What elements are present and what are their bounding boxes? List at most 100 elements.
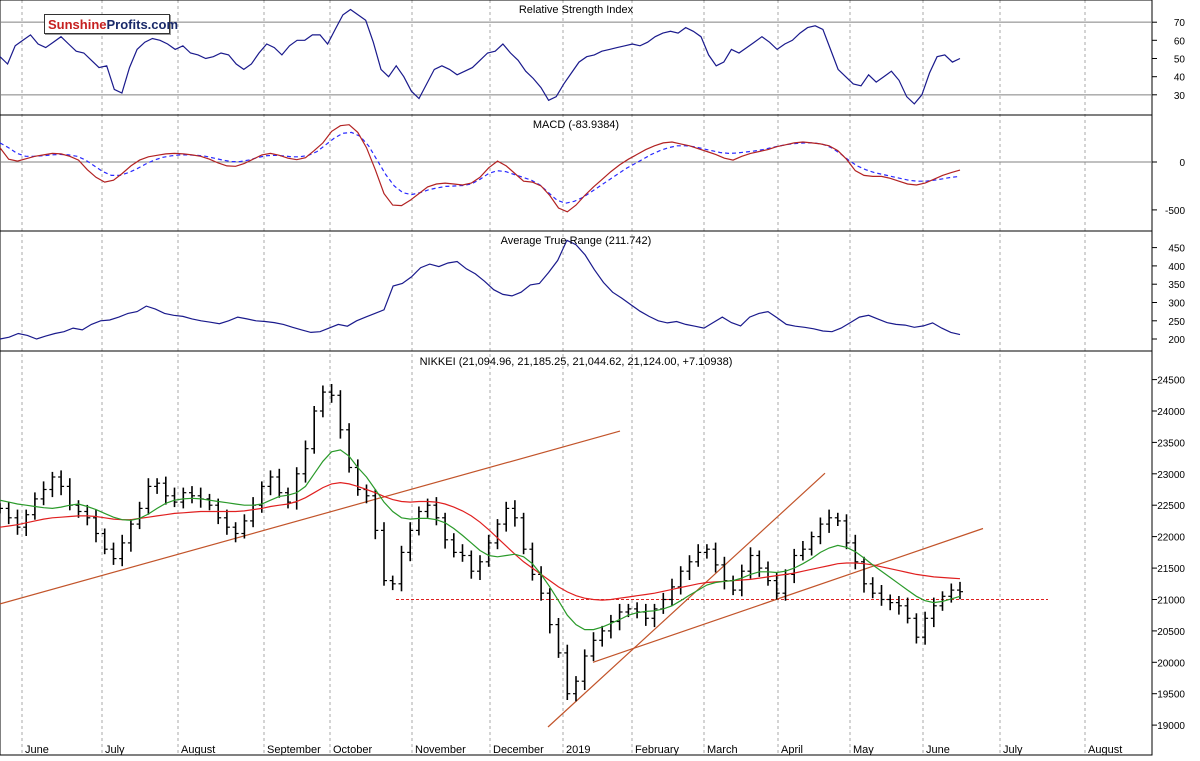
price-bar: [477, 555, 483, 580]
price-bar: [599, 625, 606, 647]
price-bar: [84, 504, 91, 526]
price-tick-label: 20500: [1157, 627, 1185, 638]
price-bar: [398, 545, 405, 592]
atr-plot: [0, 239, 961, 340]
atr-tick-label: 400: [1168, 262, 1185, 273]
price-bar: [415, 506, 422, 536]
price-bar: [372, 489, 379, 540]
x-axis-month-label: December: [493, 744, 544, 756]
price-bar: [712, 542, 719, 573]
price-bar: [494, 519, 501, 550]
price-bar: [49, 471, 56, 498]
price-bar: [223, 509, 230, 535]
price-bar: [285, 487, 291, 509]
price-tick-label: 19000: [1157, 721, 1185, 732]
price-bar: [669, 578, 675, 606]
x-axis-month-label: March: [707, 744, 738, 756]
price-bar: [258, 481, 265, 513]
price-bar: [302, 440, 309, 483]
price-bar: [232, 522, 239, 543]
price-bar: [450, 533, 457, 558]
price-bar: [747, 547, 754, 579]
price-bar: [459, 544, 466, 562]
sunshine-profits-logo: SunshineProfits.com: [44, 14, 178, 34]
atr-title: Average True Range (211.742): [501, 235, 652, 247]
price-bar: [14, 509, 21, 535]
price-bar: [5, 501, 12, 525]
price-bar: [520, 512, 527, 555]
price-bar: [206, 493, 213, 511]
atr-tick-label: 250: [1168, 317, 1185, 328]
price-tick-label: 19500: [1157, 690, 1185, 701]
price-bar: [503, 501, 510, 532]
short-moving-average-line: [0, 449, 961, 631]
price-bar: [337, 390, 344, 439]
price-bar: [817, 517, 824, 545]
price-tick-label: 22500: [1157, 501, 1185, 512]
x-axis-month-label: October: [333, 744, 372, 756]
price-bar: [799, 541, 806, 561]
price-bar: [922, 611, 929, 645]
rsi-tick-label: 30: [1174, 91, 1186, 102]
x-axis-month-label: April: [781, 744, 803, 756]
price-bar: [651, 603, 658, 628]
x-axis-month-label: June: [926, 744, 950, 756]
price-bar: [878, 585, 885, 606]
price-tick-label: 21500: [1157, 564, 1185, 575]
x-axis-month-label: November: [415, 744, 466, 756]
x-axis-month-label: August: [1088, 744, 1122, 756]
logo-text-profits: Profits.com: [106, 17, 179, 32]
price-bar: [101, 528, 108, 555]
price-bar: [154, 478, 161, 494]
macd-title: MACD (-83.9384): [533, 119, 619, 131]
price-bar: [529, 542, 536, 581]
x-axis-month-label: August: [181, 744, 215, 756]
y-axis-labels: 30 40 50 60 70 0 -500 200 250 300 350 400 450 19000 19…: [1152, 18, 1185, 732]
price-bar: [389, 575, 396, 591]
x-axis-month-label: May: [853, 744, 874, 756]
price-bar: [162, 476, 169, 505]
price-bar: [677, 566, 684, 595]
price-bar: [381, 522, 387, 586]
price-bar: [136, 501, 143, 530]
price-bar: [695, 544, 702, 567]
atr-tick-label: 200: [1168, 335, 1185, 346]
price-bar: [407, 522, 414, 562]
price-bar: [834, 512, 841, 526]
price-bar: [555, 618, 562, 658]
atr-line: [0, 239, 961, 340]
price-bar: [791, 548, 798, 584]
macd-plot: [0, 124, 1152, 213]
price-tick-label: 23000: [1157, 470, 1185, 481]
price-bar: [58, 470, 65, 496]
price-bar: [843, 514, 850, 550]
price-bar: [913, 613, 920, 644]
price-bar: [75, 500, 82, 518]
x-axis-month-label: July: [1003, 744, 1023, 756]
price-title: NIKKEI (21,094.96, 21,185.25, 21,044.62,…: [420, 356, 733, 368]
price-bar: [546, 588, 553, 634]
price-bar: [887, 594, 894, 611]
price-bar: [826, 509, 833, 533]
price-bar: [607, 614, 614, 639]
price-panel-frame: [0, 350, 1153, 756]
price-bar: [171, 487, 178, 508]
rsi-title: Relative Strength Index: [519, 4, 634, 16]
macd-tick-label: 0: [1179, 158, 1185, 169]
x-axis-month-label: 2019: [566, 744, 590, 756]
price-bar: [267, 470, 274, 496]
price-bar: [895, 596, 902, 615]
price-tick-label: 24500: [1157, 376, 1185, 387]
price-tick-label: 21000: [1157, 596, 1185, 607]
price-tick-label: 23500: [1157, 438, 1185, 449]
price-bar: [311, 406, 318, 454]
rsi-tick-label: 70: [1174, 18, 1186, 29]
price-bar: [581, 649, 588, 690]
price-bar: [703, 544, 710, 559]
x-axis-month-label: February: [635, 744, 680, 756]
price-bar: [468, 550, 475, 579]
price-bar: [686, 555, 693, 580]
